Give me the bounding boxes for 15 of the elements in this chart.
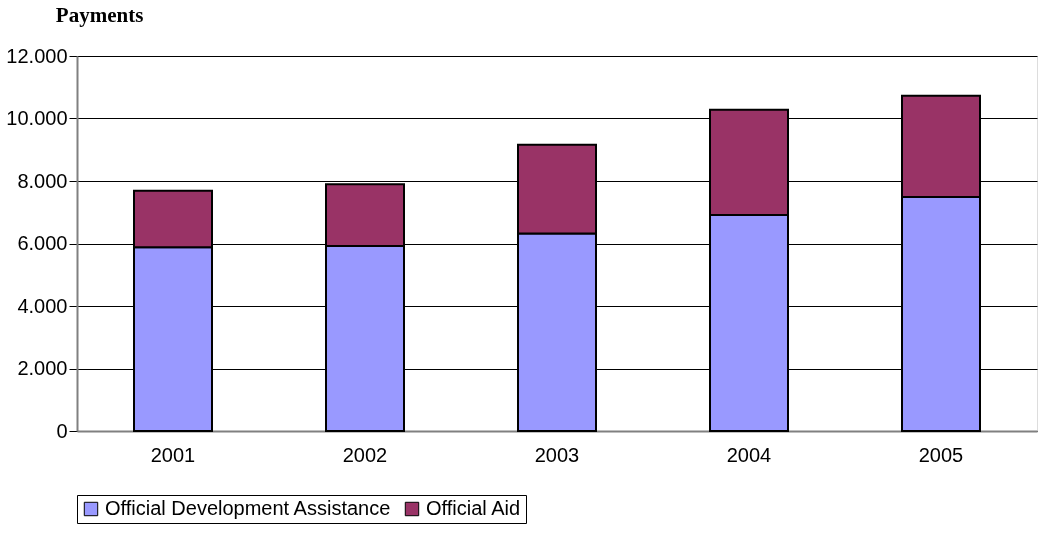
y-tick-label: 2.000: [17, 357, 68, 379]
y-tick-label: 6.000: [17, 232, 68, 254]
y-tick-label: 4.000: [17, 294, 68, 317]
x-tick-label: 2002: [342, 443, 388, 466]
chart-title: Payments: [55, 3, 144, 27]
y-tick-label: 0: [56, 419, 68, 442]
x-tick-label: 2005: [918, 443, 964, 466]
y-tick-label: 12.000: [6, 44, 68, 67]
legend-label: Official Aid: [426, 497, 521, 519]
y-tick-label: 10.000: [6, 107, 68, 129]
x-tick-label: 2004: [726, 443, 772, 466]
legend-label: Official Development Assistance: [105, 497, 391, 519]
x-tick-label: 2001: [150, 443, 196, 466]
x-tick-label: 2003: [534, 443, 580, 466]
y-tick-label: 8.000: [17, 169, 68, 192]
